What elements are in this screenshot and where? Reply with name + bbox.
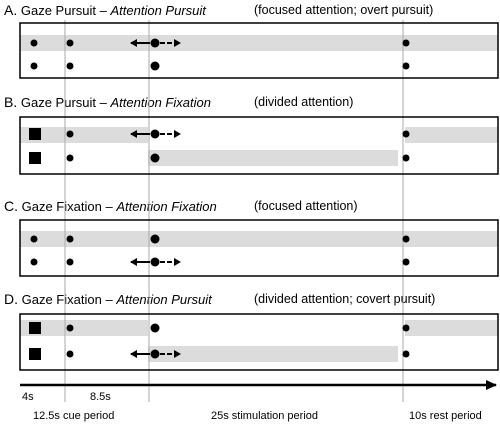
cue-square — [29, 152, 41, 164]
rest-dot — [402, 39, 410, 47]
panel-c-dash: – — [105, 199, 113, 214]
rest-dot — [402, 130, 410, 138]
stimulation-period-label: 25s stimulation period — [211, 410, 319, 422]
panel-a — [19, 22, 499, 79]
rest-period-label: 10s rest period — [409, 410, 482, 422]
fixation-dot — [66, 130, 74, 138]
panel-d-gaze: Gaze Fixation — [21, 292, 102, 307]
target-dot — [150, 153, 160, 163]
panel-a-letter: A. — [4, 2, 18, 18]
panel-a-note: (focused attention; overt pursuit) — [254, 3, 434, 17]
rest-dot — [402, 258, 410, 266]
fixation-dot — [66, 324, 74, 332]
panel-c-note: (focused attention) — [254, 199, 358, 213]
fixation-dot — [66, 39, 74, 47]
target-dot — [150, 234, 160, 244]
panel-b-letter: B. — [4, 94, 18, 110]
time-label-4s: 4s — [22, 391, 34, 403]
panel-d-frame — [19, 313, 499, 371]
cue-square — [29, 348, 41, 360]
cue-dot — [30, 62, 38, 70]
panel-d — [19, 313, 499, 371]
panel-b-attention: Attention Fixation — [110, 95, 211, 110]
target-dot — [150, 129, 160, 139]
panel-c-title: C. Gaze Fixation – Attention Fixation — [4, 199, 217, 214]
attention-band — [405, 127, 498, 143]
rest-dot — [402, 235, 410, 243]
panel-d-attention: Attention Pursuit — [116, 292, 212, 307]
rest-dot — [402, 62, 410, 70]
panel-a-attention: Attention Pursuit — [110, 3, 206, 18]
panel-d-dash: – — [105, 292, 113, 307]
cue-square — [29, 322, 41, 334]
target-dot — [150, 323, 160, 333]
rest-dot — [402, 154, 410, 162]
panel-b-dash: – — [99, 95, 107, 110]
attention-band — [405, 320, 498, 336]
panel-b-frame — [19, 116, 499, 175]
panel-a-title: A. Gaze Pursuit – Attention Pursuit — [4, 3, 206, 18]
panel-b-title: B. Gaze Pursuit – Attention Fixation — [4, 95, 211, 110]
panel-d-letter: D. — [4, 291, 18, 307]
fixation-dot — [66, 235, 74, 243]
panel-d-note: (divided attention; covert pursuit) — [254, 292, 436, 306]
target-dot — [150, 61, 160, 71]
panel-c — [19, 219, 499, 277]
panel-c-gaze: Gaze Fixation — [21, 199, 102, 214]
attention-band — [20, 127, 148, 143]
target-dot — [150, 38, 160, 48]
attention-band — [20, 320, 148, 336]
panel-c-letter: C. — [4, 198, 18, 214]
panel-c-attention: Attention Fixation — [116, 199, 217, 214]
cue-period-label: 12.5s cue period — [33, 410, 115, 422]
attention-band — [148, 150, 398, 166]
attention-band — [148, 346, 398, 362]
time-label-8-5s: 8.5s — [90, 391, 111, 403]
attention-band — [20, 231, 498, 247]
target-dot — [150, 257, 160, 267]
panel-a-gaze: Gaze Pursuit — [20, 3, 97, 18]
panel-a-frame — [19, 22, 499, 79]
panel-b-gaze: Gaze Pursuit — [20, 95, 97, 110]
cue-square — [29, 128, 41, 140]
rest-dot — [402, 324, 410, 332]
cue-dot — [30, 235, 38, 243]
rest-dot — [402, 350, 410, 358]
attention-band — [20, 35, 498, 51]
cue-dot — [30, 258, 38, 266]
cue-dot — [30, 39, 38, 47]
target-dot — [150, 349, 160, 359]
panel-d-title: D. Gaze Fixation – Attention Pursuit — [4, 292, 212, 307]
fixation-dot — [66, 62, 74, 70]
fixation-dot — [66, 154, 74, 162]
panel-c-frame — [19, 219, 499, 277]
panel-b-note: (divided attention) — [254, 95, 354, 109]
panel-a-dash: – — [99, 3, 107, 18]
panel-b — [19, 116, 499, 175]
fixation-dot — [66, 258, 74, 266]
fixation-dot — [66, 350, 74, 358]
